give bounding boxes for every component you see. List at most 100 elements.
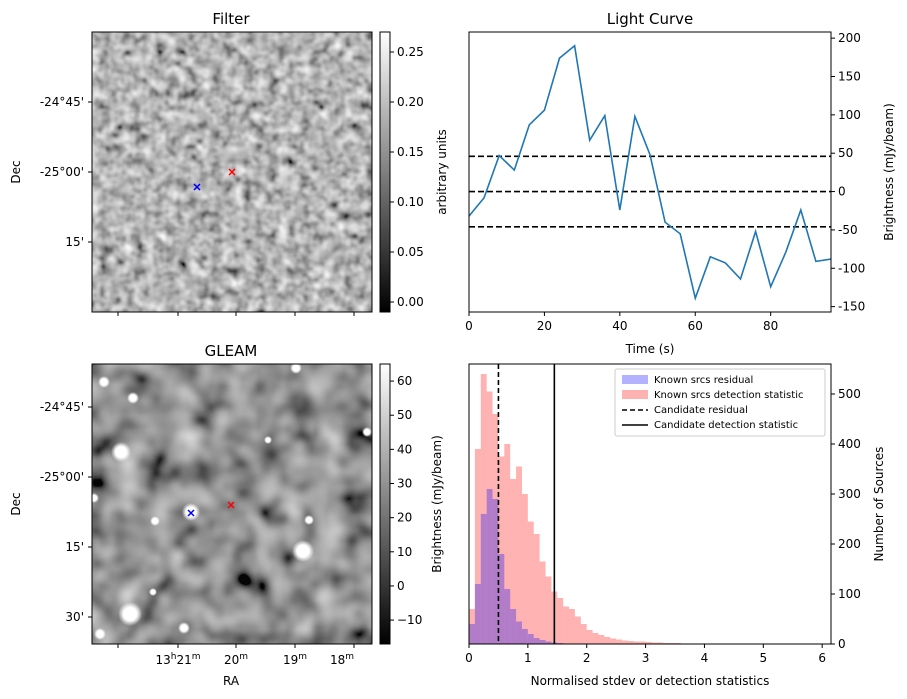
gleam-marker-blue [187, 509, 195, 517]
colorbar-tick-label: 40 [397, 442, 412, 456]
histogram-bar [480, 514, 487, 644]
gleam-ytick-label: 30' [65, 610, 84, 624]
histogram-bar [610, 638, 617, 644]
histogram-bar [510, 609, 517, 644]
histogram-bar [504, 444, 511, 644]
filter-marker-blue [193, 183, 201, 191]
histogram-bar [516, 466, 522, 644]
light-curve-ylabel: Brightness (mJy/beam) [882, 103, 896, 241]
colorbar-tick-label: 0.05 [397, 245, 424, 259]
light-curve-reference-lines [469, 155, 831, 228]
histogram-bar [469, 624, 475, 644]
histogram-residual-bars [469, 489, 570, 644]
filter-ytick-label: -24°45' [40, 95, 84, 109]
histogram-bar [492, 414, 499, 644]
histogram-bar [569, 609, 575, 644]
light-curve-title: Light Curve [607, 10, 693, 28]
y-tick-label: 0 [838, 185, 846, 199]
legend-label: Candidate residual [654, 405, 748, 416]
histogram-bar [539, 640, 546, 644]
x-tick-label: 0 [465, 319, 473, 333]
gleam-xtick-label: 19m [283, 652, 307, 667]
y-tick-label: 100 [838, 108, 861, 122]
y-tick-label: 200 [838, 537, 861, 551]
filter-panel: Filter -24°45' -25°00' 15' Dec 0.000.050… [9, 10, 449, 316]
histogram-xlabel: Normalised stdev or detection statistics [531, 674, 770, 688]
histogram-bar [627, 641, 634, 644]
light-curve-panel: Light Curve 0 20 40 60 80 -150 -100 -50 0 50 100 1… [465, 10, 896, 356]
light-curve-y-ticks: -150 -100 -50 0 50 100 150 200 [831, 31, 865, 314]
legend-label: Known srcs residual [654, 375, 753, 386]
filter-ytick-label: -25°00' [40, 165, 84, 179]
colorbar-tick-label: 0.00 [397, 295, 424, 309]
x-tick-label: 40 [612, 319, 627, 333]
histogram-bar [498, 554, 505, 644]
gleam-frame [91, 363, 373, 645]
histogram-bar [539, 561, 546, 644]
histogram-bar [527, 521, 534, 644]
colorbar-tick-label: 0.20 [397, 95, 424, 109]
gleam-ytick-label: -24°45' [40, 400, 84, 414]
x-tick-label: 2 [583, 651, 591, 665]
histogram-ylabel: Number of Sources [872, 447, 886, 562]
histogram-bar [651, 642, 658, 644]
histogram-bar [533, 534, 540, 644]
gleam-ylabel: Dec [9, 492, 23, 515]
gleam-colorbar-ticks: −10 0 10 20 30 40 50 60 [390, 374, 422, 627]
gleam-image [92, 364, 372, 644]
legend-swatch-detection [622, 390, 648, 399]
colorbar-tick-label: 10 [397, 545, 412, 559]
histogram-bar [622, 640, 628, 644]
histogram-bar [604, 637, 611, 644]
histogram-bar [616, 639, 623, 644]
x-tick-label: 60 [688, 319, 703, 333]
x-tick-label: 4 [701, 651, 709, 665]
histogram-bar [545, 576, 552, 644]
histogram-bar [645, 642, 652, 644]
y-tick-label: 0 [838, 637, 846, 651]
light-curve-frame [468, 31, 832, 313]
light-curve-xlabel: Time (s) [625, 342, 675, 356]
filter-ytick-label: 15' [65, 235, 84, 249]
histogram-bar [533, 638, 540, 644]
colorbar-tick-label: 60 [397, 374, 412, 388]
gleam-panel: GLEAM -24°45' -25°00' 15' [9, 342, 444, 688]
histogram-bar [633, 641, 640, 644]
histogram-bar [521, 629, 528, 644]
colorbar-tick-label: 0.25 [397, 45, 424, 59]
y-tick-label: -150 [838, 300, 865, 314]
y-tick-label: 50 [838, 146, 853, 160]
colorbar-tick-label: 0.10 [397, 195, 424, 209]
histogram-bar [563, 606, 570, 644]
histogram-bar [492, 499, 499, 644]
filter-colorbar-ticks: 0.00 0.05 0.10 0.15 0.20 0.25 [390, 45, 424, 309]
gleam-marker-red [227, 501, 235, 509]
histogram-bar [557, 598, 564, 644]
filter-colorbar-label: arbitrary units [435, 129, 449, 215]
x-tick-label: 1 [524, 651, 532, 665]
histogram-frame [468, 363, 832, 645]
legend-label: Known srcs detection statistic [654, 390, 803, 401]
gleam-colorbar [379, 363, 391, 645]
histogram-bar [598, 635, 605, 644]
histogram-x-ticks: 0 1 2 3 4 5 6 [465, 644, 826, 665]
histogram-bar [504, 589, 511, 644]
gleam-title: GLEAM [205, 342, 258, 360]
histogram-bar [580, 624, 587, 644]
colorbar-tick-label: 0 [397, 579, 405, 593]
gleam-colorbar-label: Brightness (mJy/beam) [430, 435, 444, 573]
histogram-y-ticks: 0 100 200 300 400 500 [831, 387, 861, 651]
histogram-bar [545, 641, 552, 644]
histogram-bar [592, 633, 599, 644]
x-tick-label: 80 [763, 319, 778, 333]
colorbar-tick-label: 30 [397, 477, 412, 491]
x-tick-label: 6 [818, 651, 826, 665]
histogram-bar [516, 621, 522, 644]
y-tick-label: 400 [838, 437, 861, 451]
histogram-bar [639, 641, 646, 644]
y-tick-label: 300 [838, 487, 861, 501]
histogram-bar [527, 634, 534, 644]
gleam-xtick-label: 13h21m [155, 652, 200, 667]
legend-label: Candidate detection statistic [654, 420, 798, 431]
